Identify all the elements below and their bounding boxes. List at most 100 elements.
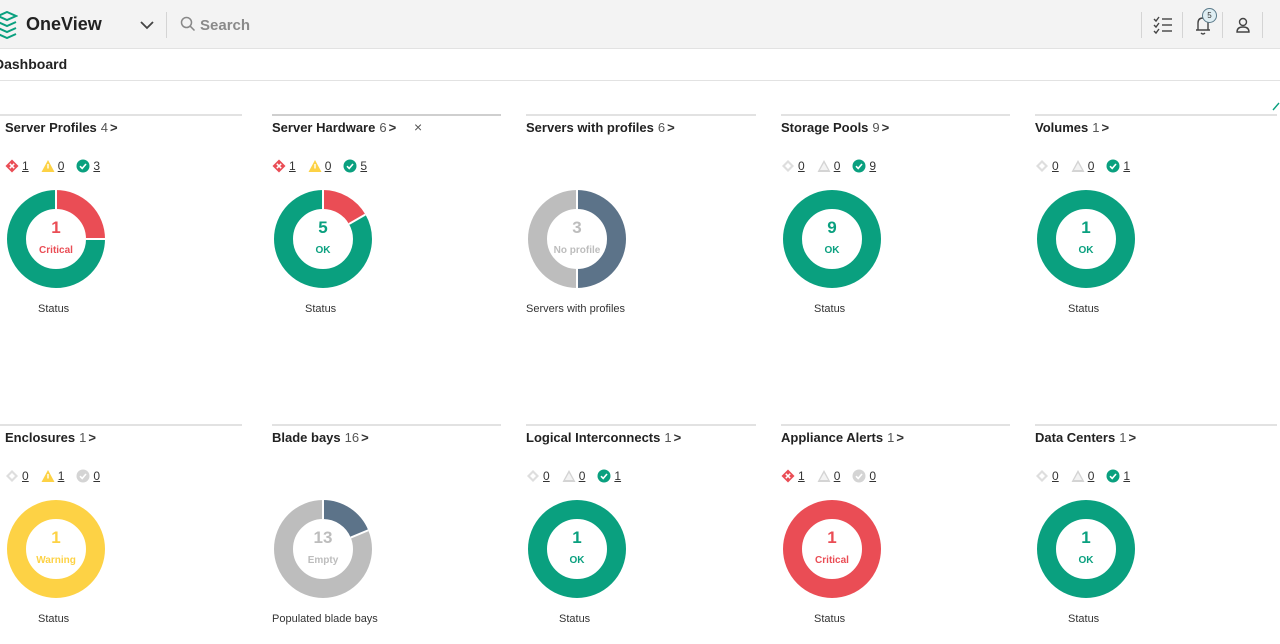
status-count-value[interactable]: 3 xyxy=(93,159,101,173)
status-count[interactable]: 0 xyxy=(1071,159,1095,173)
status-count-value[interactable]: 0 xyxy=(869,469,877,483)
user-icon[interactable] xyxy=(1230,12,1256,38)
oneview-logo-icon[interactable] xyxy=(0,11,18,39)
status-count[interactable]: 1 xyxy=(597,469,621,483)
donut-segment-warning[interactable] xyxy=(7,500,105,598)
chevron-right-icon[interactable]: > xyxy=(361,430,369,445)
panel-title[interactable]: Servers with profiles xyxy=(526,120,654,135)
status-count[interactable]: 0 xyxy=(1071,469,1094,483)
panel-title[interactable]: Appliance Alerts xyxy=(781,430,884,445)
status-count[interactable]: 1 xyxy=(272,159,296,173)
status-count[interactable]: 0 xyxy=(817,159,841,173)
status-count[interactable]: 0 xyxy=(41,159,65,173)
status-count-value[interactable]: 1 xyxy=(614,469,622,483)
chevron-right-icon[interactable]: > xyxy=(896,430,904,445)
status-donut-chart[interactable]: 9 OK xyxy=(783,190,881,288)
status-count-value[interactable]: 0 xyxy=(833,159,841,173)
panel-title[interactable]: Volumes xyxy=(1035,120,1089,135)
status-donut-chart[interactable]: 3 No profile xyxy=(528,190,626,288)
status-donut-chart[interactable]: 1 OK xyxy=(528,500,626,598)
panel-count[interactable]: 1 xyxy=(1092,120,1100,135)
status-count-value[interactable]: 0 xyxy=(543,469,550,483)
status-count[interactable]: 0 xyxy=(852,469,876,483)
panel-header[interactable]: Volumes 1 > xyxy=(1035,120,1109,135)
status-count[interactable]: 0 xyxy=(76,469,100,483)
panel-header[interactable]: Server Hardware 6 > xyxy=(272,120,396,135)
status-count-value[interactable]: 1 xyxy=(1123,469,1131,483)
chevron-right-icon[interactable]: > xyxy=(1101,120,1110,135)
status-count[interactable]: 0 xyxy=(308,159,332,173)
search-input[interactable] xyxy=(200,12,500,38)
chevron-right-icon[interactable]: > xyxy=(673,430,682,445)
panel-title[interactable]: Server Profiles xyxy=(5,120,97,135)
status-count-value[interactable]: 0 xyxy=(324,159,332,173)
panel-title[interactable]: Data Centers xyxy=(1035,430,1116,445)
chevron-right-icon[interactable]: > xyxy=(1128,430,1137,445)
status-count[interactable]: 0 xyxy=(1035,159,1059,173)
status-donut-chart[interactable]: 1 OK xyxy=(1037,500,1135,598)
close-icon[interactable]: × xyxy=(414,119,423,135)
status-count-value[interactable]: 0 xyxy=(1087,159,1095,173)
panel-count[interactable]: 1 xyxy=(664,430,672,445)
status-donut-chart[interactable]: 5 OK xyxy=(274,190,372,288)
status-count[interactable]: 0 xyxy=(5,469,29,483)
status-count-value[interactable]: 0 xyxy=(578,469,586,483)
panel-count[interactable]: 6 xyxy=(657,120,666,135)
status-donut-chart[interactable]: 13 Empty xyxy=(274,500,372,598)
panel-title[interactable]: Logical Interconnects xyxy=(526,430,661,445)
panel-header[interactable]: Blade bays 16 > xyxy=(272,430,369,445)
status-count[interactable]: 0 xyxy=(817,469,841,483)
status-count-value[interactable]: 0 xyxy=(798,159,805,173)
panel-title[interactable]: Blade bays xyxy=(272,430,341,445)
status-count-value[interactable]: 0 xyxy=(93,469,101,483)
panel-header[interactable]: Server Profiles 4 > xyxy=(5,120,118,135)
panel-count[interactable]: 1 xyxy=(79,430,87,445)
status-count-value[interactable]: 0 xyxy=(22,469,29,483)
status-donut-chart[interactable]: 1 Critical xyxy=(7,190,105,288)
status-count[interactable]: 3 xyxy=(76,159,100,173)
donut-segment-critical[interactable] xyxy=(783,500,881,598)
status-count[interactable]: 0 xyxy=(781,159,805,173)
status-donut-chart[interactable]: 1 Critical xyxy=(783,500,881,598)
panel-header[interactable]: Data Centers 1 > xyxy=(1035,430,1136,445)
status-count[interactable]: 1 xyxy=(1106,469,1130,483)
donut-segment-ok[interactable] xyxy=(1037,190,1135,288)
panel-count[interactable]: 9 xyxy=(872,120,880,135)
donut-segment-ok[interactable] xyxy=(783,190,881,288)
status-count[interactable]: 9 xyxy=(852,159,876,173)
panel-count[interactable]: 16 xyxy=(344,430,360,445)
chevron-right-icon[interactable]: > xyxy=(881,120,890,135)
donut-segment-ok[interactable] xyxy=(528,500,626,598)
status-donut-chart[interactable]: 1 OK xyxy=(1037,190,1135,288)
status-count-value[interactable]: 0 xyxy=(57,159,65,173)
panel-count[interactable]: 6 xyxy=(379,120,387,135)
status-count[interactable]: 1 xyxy=(1106,159,1130,173)
panel-header[interactable]: Storage Pools 9 > xyxy=(781,120,889,135)
status-count[interactable]: 0 xyxy=(562,469,586,483)
status-count-value[interactable]: 9 xyxy=(869,159,877,173)
panel-header[interactable]: Servers with profiles 6 > xyxy=(526,120,675,135)
donut-segment-ok[interactable] xyxy=(1037,500,1135,598)
status-count[interactable]: 1 xyxy=(781,469,805,483)
panel-header[interactable]: Logical Interconnects 1 > xyxy=(526,430,681,445)
chevron-right-icon[interactable]: > xyxy=(88,430,96,445)
panel-title[interactable]: Server Hardware xyxy=(272,120,376,135)
status-donut-chart[interactable]: 1 Warning xyxy=(7,500,105,598)
edit-icon[interactable] xyxy=(1272,100,1280,112)
status-count-value[interactable]: 0 xyxy=(1052,469,1059,483)
status-count-value[interactable]: 1 xyxy=(289,159,296,173)
status-count-value[interactable]: 1 xyxy=(798,469,805,483)
status-count[interactable]: 0 xyxy=(526,469,550,483)
status-count-value[interactable]: 1 xyxy=(1123,159,1131,173)
status-count[interactable]: 1 xyxy=(41,469,65,483)
status-count-value[interactable]: 1 xyxy=(22,159,29,173)
panel-title[interactable]: Enclosures xyxy=(5,430,76,445)
status-count-value[interactable]: 0 xyxy=(833,469,841,483)
panel-header[interactable]: Enclosures 1 > xyxy=(5,430,96,445)
panel-count[interactable]: 1 xyxy=(887,430,895,445)
status-count-value[interactable]: 1 xyxy=(57,469,65,483)
chevron-down-icon[interactable] xyxy=(138,16,156,34)
panel-title[interactable]: Storage Pools xyxy=(781,120,869,135)
chevron-right-icon[interactable]: > xyxy=(388,120,397,135)
status-count[interactable]: 0 xyxy=(1035,469,1059,483)
